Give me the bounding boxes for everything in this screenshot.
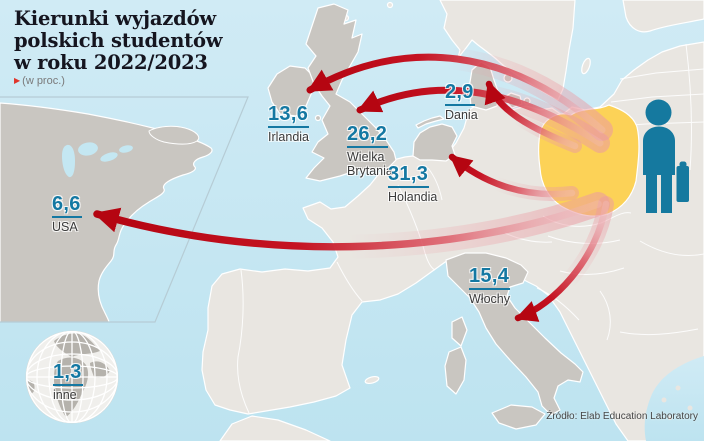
country-name-usa: USA: [52, 220, 78, 234]
title-line-2: polskich studentów: [14, 28, 223, 52]
country-name-wielka-brytania: Wielka Brytania: [347, 150, 393, 178]
value-holandia: 31,3: [388, 164, 430, 188]
country-italy: [445, 252, 584, 416]
value-usa: 6,6: [52, 194, 82, 218]
value-wielka-brytania: 26,2: [347, 124, 389, 148]
value-wlochy: 15,4: [469, 266, 511, 290]
value-dania: 2,9: [445, 82, 475, 106]
value-irlandia: 13,6: [268, 104, 310, 128]
country-name-wlochy: Włochy: [469, 292, 510, 306]
source-note: Źródło: Elab Education Laboratory: [546, 411, 698, 422]
label-holandia: 31,3 Holandia: [388, 164, 437, 205]
arrow-ireland: [306, 53, 606, 134]
island-corsica: [451, 316, 468, 347]
aegean-sea: [644, 356, 704, 441]
page-title: Kierunki wyjazdów polskich studentów w r…: [14, 7, 223, 74]
great-lakes: [62, 142, 133, 178]
island-man: [314, 114, 322, 122]
frisian-islands: [415, 115, 445, 129]
island-shetland: [386, 1, 394, 9]
unit-note: ▶ (w proc.): [14, 75, 65, 87]
inset-border: [0, 96, 249, 323]
title-line-3: w roku 2022/2023: [14, 50, 208, 74]
island-gotland: [581, 57, 591, 75]
country-name-irlandia: Irlandia: [268, 130, 309, 144]
country-name-inne: inne: [53, 388, 77, 402]
country-borders: [237, 43, 704, 414]
country-name-holandia: Holandia: [388, 190, 438, 204]
island-sardinia: [444, 346, 467, 395]
arrow-italy: [514, 200, 610, 322]
arrow-uk: [356, 86, 604, 147]
aegean-islands: [661, 385, 693, 420]
student-head: [645, 99, 672, 126]
country-finland: [622, 0, 704, 33]
country-name-dania: Dania: [445, 108, 478, 122]
label-wielka-brytania: 26,2 Wielka Brytania: [347, 124, 411, 178]
island-balearic: [364, 375, 380, 385]
unit-note-text: (w proc.): [22, 75, 65, 87]
arrow-netherlands: [448, 153, 576, 198]
value-inne: 1,3: [53, 362, 83, 386]
island-sicily: [491, 404, 546, 430]
bullet-triangle-icon: ▶: [14, 76, 21, 85]
country-morocco: [219, 415, 331, 441]
student-leg-left: [646, 171, 657, 213]
nova-scotia: [148, 125, 200, 145]
country-great-britain: [305, 3, 397, 182]
country-netherlands: [412, 123, 458, 162]
label-dania: 2,9 Dania: [445, 82, 478, 123]
globe-icon: [25, 330, 119, 424]
label-usa: 6,6 USA: [52, 194, 82, 235]
label-irlandia: 13,6 Irlandia: [268, 104, 310, 145]
label-wlochy: 15,4 Włochy: [469, 266, 511, 307]
title-line-1: Kierunki wyjazdów: [14, 7, 217, 30]
label-inne: 1,3 inne: [53, 362, 83, 403]
student-icon: [643, 99, 689, 213]
globe-graticule: [26, 331, 118, 423]
flow-arrows: [85, 46, 614, 326]
arrow-usa: [93, 200, 602, 251]
arrow-denmark: [484, 80, 579, 150]
briefcase-icon: [676, 166, 689, 202]
student-leg-right: [661, 171, 672, 213]
student-torso: [643, 126, 675, 175]
